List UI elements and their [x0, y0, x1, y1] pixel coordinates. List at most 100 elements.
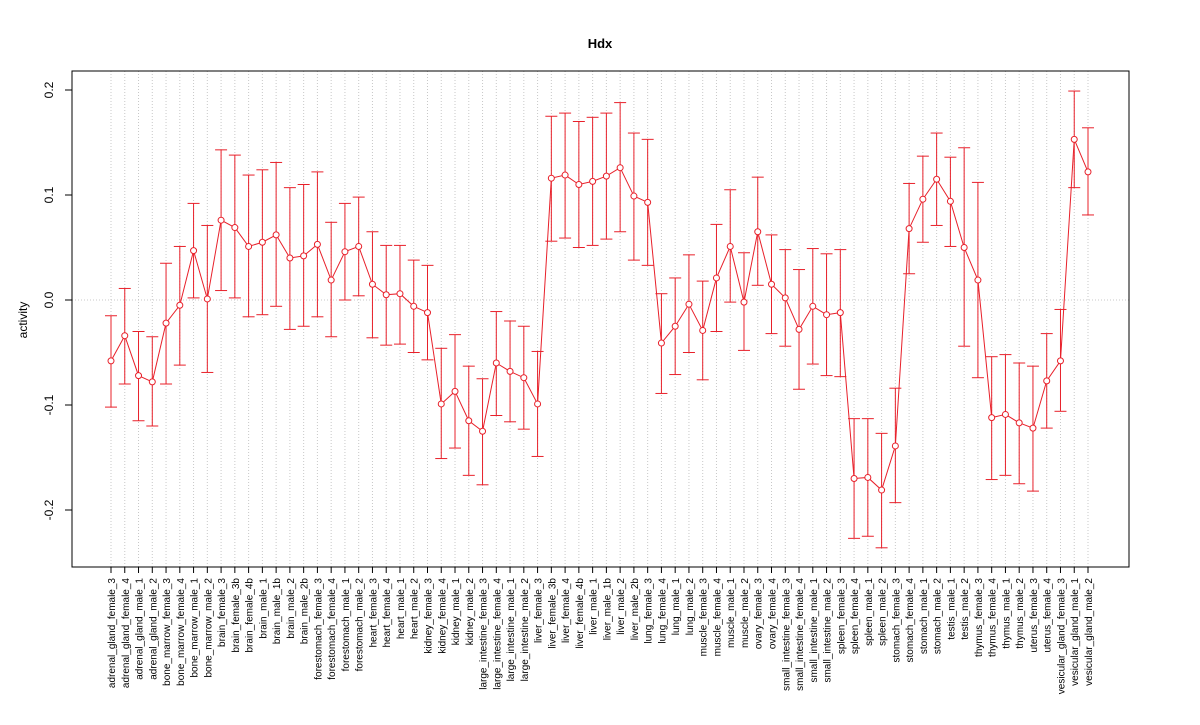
data-point	[616, 164, 624, 172]
data-point	[1070, 135, 1078, 143]
x-tick-label: adrenal_gland_male_1	[135, 578, 146, 680]
x-tick-label: lung_female_4	[657, 578, 668, 644]
x-tick-label: small_intestine_female_4	[795, 578, 806, 691]
x-tick-label: uterus_female_4	[1043, 578, 1054, 653]
data-point	[451, 387, 459, 395]
x-tick-label: testis_male_1	[946, 578, 957, 640]
data-point	[960, 244, 968, 251]
x-tick-label: liver_male_2	[616, 578, 627, 635]
data-point	[506, 367, 514, 375]
x-tick-label: brain_female_3b	[231, 578, 242, 653]
x-tick-label: lung_male_2	[685, 578, 696, 636]
x-tick-label: thymus_female_3	[974, 578, 985, 657]
data-point	[1043, 377, 1051, 385]
x-tick-label: stomach_male_2	[933, 578, 944, 655]
x-tick-label: heart_female_4	[382, 578, 393, 648]
x-tick-label: lung_female_3	[644, 578, 655, 644]
data-point	[864, 473, 872, 481]
data-point	[520, 374, 528, 382]
data-point	[781, 294, 789, 302]
data-point	[933, 175, 941, 183]
data-point	[272, 231, 280, 239]
data-point	[231, 224, 239, 232]
x-tick-label: stomach_male_1	[919, 578, 930, 655]
x-tick-labels: adrenal_gland_female_3 adrenal_gland_fema…	[107, 578, 1095, 695]
data-point	[671, 322, 679, 330]
data-point	[988, 414, 996, 422]
data-point	[589, 177, 597, 185]
data-point	[809, 302, 817, 310]
x-tick-label: brain_male_1b	[272, 578, 283, 645]
x-tick-label: muscle_male_1	[726, 578, 737, 648]
x-tick-label: kidney_female_3	[423, 578, 434, 654]
x-tick-label: kidney_female_4	[437, 578, 448, 654]
data-point	[878, 486, 886, 494]
x-tick-label: bone_marrow_female_3	[162, 578, 173, 686]
x-tick-label: brain_female_4b	[245, 578, 256, 653]
x-tick-label: small_intestine_male_1	[809, 578, 820, 683]
x-tick-label: testis_male_2	[960, 578, 971, 640]
data-point	[286, 254, 294, 262]
data-point	[162, 319, 170, 327]
x-tick-label: brain_male_1	[258, 578, 269, 639]
data-point	[465, 417, 473, 425]
x-tick-label: small_intestine_female_3	[781, 578, 792, 691]
x-tick-label: forestomach_male_2	[355, 578, 366, 672]
data-point	[1084, 168, 1092, 176]
data-point	[1001, 410, 1009, 418]
data-point	[203, 295, 211, 303]
data-point	[300, 252, 308, 260]
data-point	[479, 427, 487, 435]
x-tick-label: forestomach_female_4	[327, 578, 338, 680]
y-tick-label: 0.1	[42, 186, 56, 203]
x-tick-label: forestomach_male_1	[341, 578, 352, 672]
data-point	[355, 242, 363, 250]
data-point	[368, 280, 376, 288]
data-point	[107, 357, 115, 365]
y-axis-label: activity	[16, 302, 30, 339]
data-point	[190, 247, 198, 255]
x-tick-label: spleen_female_3	[836, 578, 847, 655]
data-point	[850, 475, 858, 482]
data-point	[258, 238, 266, 246]
data-point	[974, 276, 982, 284]
data-point	[644, 198, 652, 206]
x-tick-label: heart_male_2	[410, 578, 421, 640]
x-tick-label: liver_female_4	[561, 578, 572, 643]
x-tick-label: large_intestine_male_2	[520, 578, 531, 682]
x-tick-label: liver_male_2b	[630, 578, 641, 641]
data-point	[740, 298, 748, 306]
x-tick-label: uterus_female_3	[1029, 578, 1040, 653]
x-tick-label: ovary_female_4	[768, 578, 779, 650]
data-point	[547, 174, 555, 182]
x-tick-label: stomach_female_4	[905, 578, 916, 663]
data-point	[410, 302, 418, 310]
x-tick-label: liver_male_1b	[602, 578, 613, 641]
x-tick-label: ovary_female_3	[754, 578, 765, 650]
data-point	[1029, 424, 1037, 432]
data-point	[534, 400, 542, 408]
data-point	[217, 216, 225, 224]
data-point	[602, 172, 610, 180]
data-point	[946, 197, 954, 205]
x-tick-label: muscle_female_3	[699, 578, 710, 657]
x-tick-label: adrenal_gland_female_4	[121, 578, 132, 689]
data-point	[905, 225, 913, 233]
x-tick-label: forestomach_female_3	[313, 578, 324, 680]
grid-layer	[72, 71, 1129, 567]
chart-title: Hdx	[588, 36, 613, 51]
data-point	[1015, 419, 1023, 427]
x-tick-label: kidney_male_1	[451, 578, 462, 646]
data-point	[919, 195, 927, 203]
data-point	[396, 290, 404, 298]
data-point	[657, 339, 665, 347]
data-point	[891, 442, 899, 450]
data-point	[121, 332, 129, 340]
x-tick-label: liver_female_3b	[547, 578, 558, 649]
plot-frame	[71, 70, 1130, 568]
x-tick-label: bone_marrow_male_2	[203, 578, 214, 678]
y-tick-label: 0.2	[42, 81, 56, 98]
data-point	[148, 378, 156, 386]
x-tick-label: spleen_female_4	[850, 578, 861, 655]
